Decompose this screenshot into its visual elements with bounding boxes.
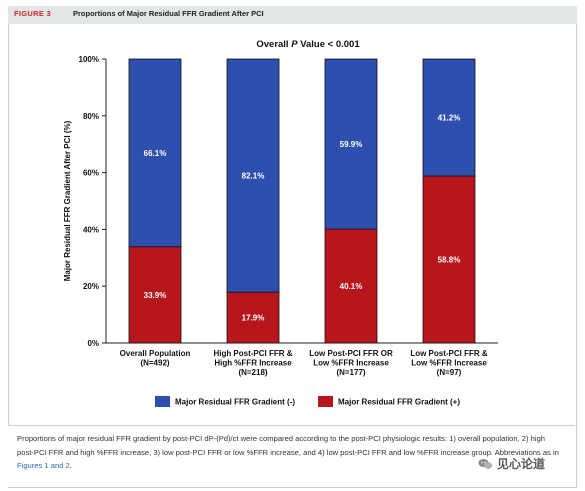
legend-swatch <box>155 396 170 407</box>
x-category-label: Low Post-PCI FFR OR <box>309 349 393 358</box>
bar-segment-positive <box>324 228 378 344</box>
y-tick-label: 0% <box>87 339 99 348</box>
figure-title: Proportions of Major Residual FFR Gradie… <box>73 9 264 18</box>
data-label: 82.1% <box>242 172 265 181</box>
legend-label: Major Residual FFR Gradient (+) <box>338 398 460 407</box>
x-category-label: High Post-PCI FFR & <box>213 349 292 358</box>
caption-end: . <box>69 461 72 471</box>
y-tick-label: 20% <box>83 282 99 291</box>
data-label: 58.8% <box>438 256 461 265</box>
y-tick-label: 100% <box>79 55 99 64</box>
y-tick-label: 60% <box>83 169 99 178</box>
watermark-text: 见心论道 <box>497 457 546 471</box>
figure-frame <box>8 6 577 488</box>
data-label: 40.1% <box>340 282 363 291</box>
bar-segment-negative <box>226 58 280 293</box>
stacked-bar-chart: Overall P Value < 0.001 Major Residual FF… <box>63 39 498 407</box>
wechat-icon <box>478 458 493 469</box>
bar-segment-positive <box>226 291 280 344</box>
bar-segment-negative <box>128 58 182 248</box>
caption-figure-link[interactable]: Figures 1 and 2 <box>17 461 70 471</box>
bar-segment-negative <box>422 58 476 177</box>
chart-title: Overall P Value < 0.001 <box>256 39 360 50</box>
caption-text: Proportions of major residual FFR gradie… <box>17 434 559 457</box>
caption-box <box>8 425 575 487</box>
x-category-label: Low Post-PCI FFR & <box>410 349 488 358</box>
x-category-label: (N=218) <box>238 368 267 377</box>
bar-segment-positive <box>422 175 476 344</box>
legend-swatch <box>318 396 333 407</box>
bar-segment-positive <box>128 246 182 344</box>
x-category-label: (N=492) <box>140 359 169 368</box>
figure-label: FIGURE 3 <box>14 9 51 18</box>
x-category-label: High %FFR Increase <box>214 359 292 368</box>
bar-segment-negative <box>324 58 378 230</box>
data-label: 41.2% <box>438 114 461 123</box>
x-category-label: Overall Population <box>120 349 191 358</box>
data-label: 17.9% <box>242 314 265 323</box>
y-tick-label: 80% <box>83 112 99 121</box>
watermark: 见心论道 <box>478 455 545 472</box>
x-category-label: (N=177) <box>336 368 365 377</box>
data-label: 66.1% <box>144 149 167 158</box>
figure-caption: Proportions of major residual FFR gradie… <box>17 432 562 473</box>
legend-label: Major Residual FFR Gradient (-) <box>175 398 295 407</box>
data-label: 33.9% <box>144 291 167 300</box>
x-category-label: (N=97) <box>437 368 462 377</box>
figure-header: FIGURE 3 Proportions of Major Residual F… <box>8 6 577 24</box>
data-label: 59.9% <box>340 140 363 149</box>
y-axis-label: Major Residual FFR Gradient After PCI (%… <box>63 120 72 281</box>
x-category-label: Low %FFR Increase <box>313 359 389 368</box>
y-tick-label: 40% <box>83 225 99 234</box>
x-category-label: Low %FFR Increase <box>411 359 487 368</box>
